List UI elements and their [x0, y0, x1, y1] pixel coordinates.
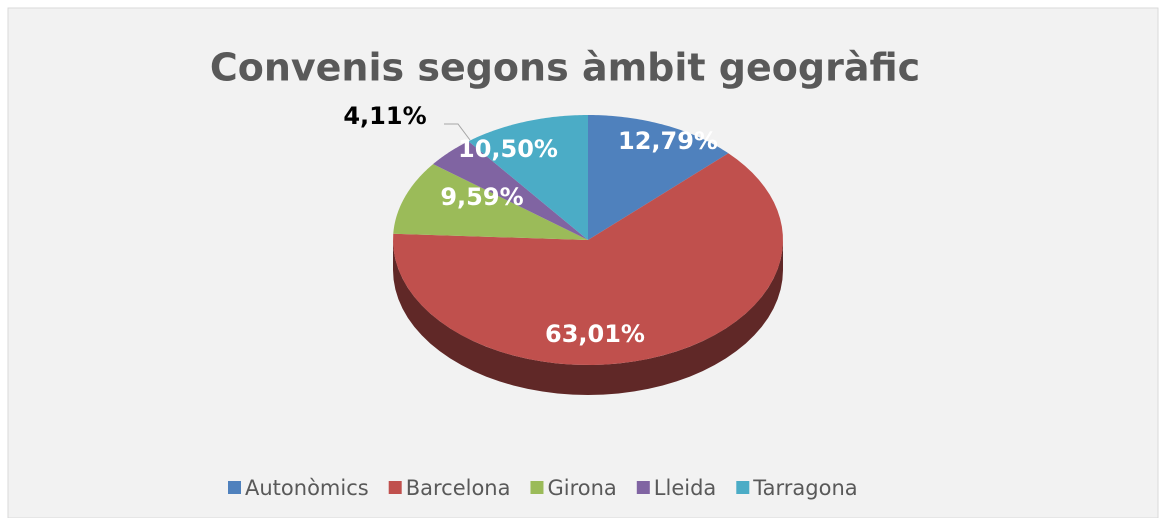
legend: Autonòmics Barcelona Girona Lleida Tarragona — [228, 476, 858, 500]
legend-swatch — [228, 481, 241, 494]
legend-label: Girona — [547, 476, 616, 500]
data-label: 12,79% — [618, 127, 718, 155]
pie-slice — [588, 115, 729, 240]
data-label: 4,11% — [343, 102, 426, 130]
chart-title: Convenis segons àmbit geogràfic — [210, 46, 920, 90]
leader-line — [444, 123, 471, 141]
legend-swatch — [530, 481, 544, 494]
legend-label: Lleida — [654, 476, 717, 500]
pie-side — [393, 240, 783, 395]
legend-label: Autonòmics — [245, 476, 369, 500]
legend-swatch — [636, 481, 650, 494]
legend-label: Tarragona — [752, 476, 857, 500]
data-label: 63,01% — [545, 320, 645, 348]
legend-swatch — [736, 481, 750, 494]
pie-slice — [393, 164, 588, 240]
legend-label: Barcelona — [406, 476, 511, 500]
data-label: 10,50% — [458, 135, 558, 163]
data-label: 9,59% — [440, 183, 523, 211]
pie-slice — [433, 141, 588, 240]
pie-slice — [468, 115, 588, 240]
legend-swatch — [388, 481, 402, 494]
pie-slice — [393, 153, 783, 365]
